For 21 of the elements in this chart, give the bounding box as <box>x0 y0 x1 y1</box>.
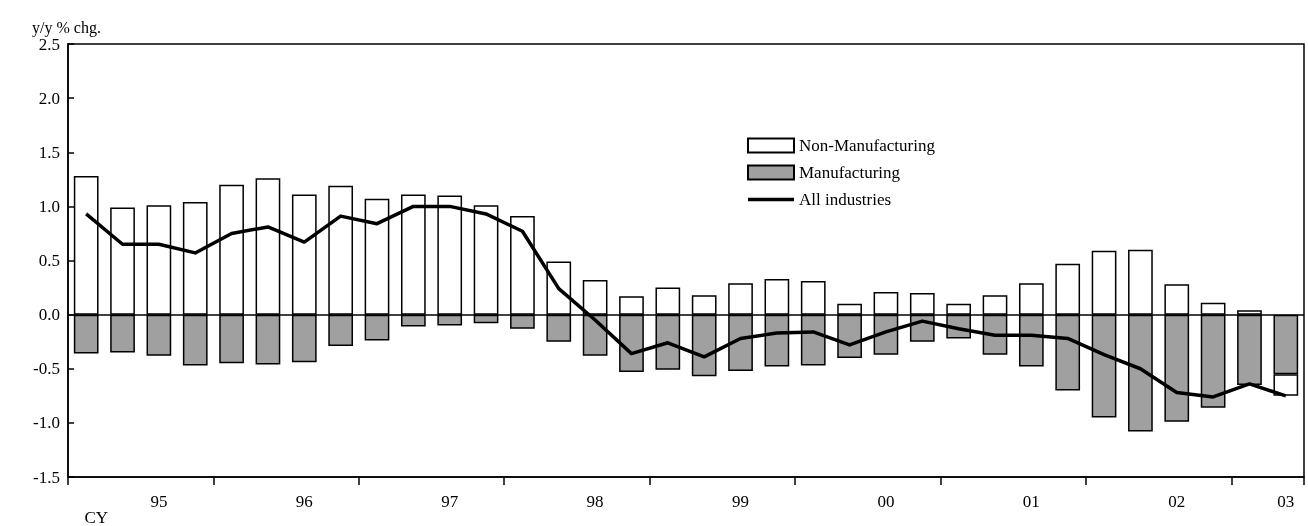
y-tick-label: -1.5 <box>33 467 60 487</box>
y-tick-label: -0.5 <box>33 359 60 379</box>
x-axis-title: CY <box>84 508 108 526</box>
x-tick-label: 98 <box>586 492 604 511</box>
x-tick-label: 03 <box>1277 492 1295 511</box>
x-tick-label: 97 <box>441 492 459 511</box>
y-tick-label: -1.0 <box>33 413 60 433</box>
x-tick-label: 00 <box>877 492 895 511</box>
y-tick-label: 1.5 <box>38 142 60 162</box>
legend-label: All industries <box>799 190 892 209</box>
y-tick-label: 0.5 <box>38 251 60 270</box>
x-tick-label: 01 <box>1022 492 1040 511</box>
x-tick-label: 95 <box>150 492 168 511</box>
x-tick-label: 99 <box>732 492 750 511</box>
x-tick-label: 96 <box>295 492 313 511</box>
legend-label: Manufacturing <box>799 163 901 182</box>
legend-label: Non-Manufacturing <box>799 136 936 155</box>
x-tick-label: 02 <box>1168 492 1186 511</box>
y-tick-label: 2.0 <box>38 88 60 108</box>
y-tick-label: 1.0 <box>38 196 60 216</box>
y-tick-label: 0.0 <box>38 305 60 325</box>
